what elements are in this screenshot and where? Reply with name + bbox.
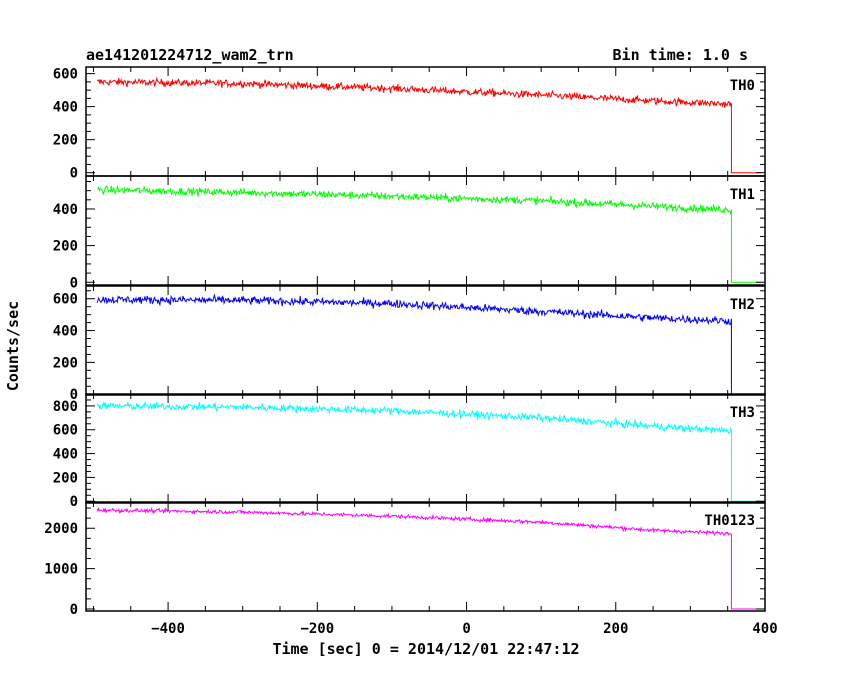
- panel-th0: 0 200 400 600 TH0: [53, 66, 766, 182]
- x-tick-label: 200: [603, 621, 628, 637]
- y-tick-label: 1000: [44, 562, 78, 578]
- panel-label-th1: TH1: [730, 187, 755, 203]
- y-tick-label: 600: [53, 423, 78, 439]
- x-tick-label: −400: [151, 621, 185, 637]
- panel-frame: [85, 285, 766, 396]
- y-tick-label: 400: [53, 100, 78, 116]
- panel-frame: [85, 175, 766, 286]
- panel-th2: 0 200 400 600 TH2: [53, 285, 766, 403]
- panel-th3: 0 200 400 600 800 TH3: [53, 393, 766, 510]
- y-tick-label: 2000: [44, 521, 78, 537]
- y-tick-label: 600: [53, 67, 78, 83]
- series-line-th3: [96, 400, 762, 502]
- series-line-th2: [96, 293, 762, 395]
- x-tick-label: 0: [462, 621, 470, 637]
- y-tick-label: 400: [53, 324, 78, 340]
- panel-frame: [85, 393, 766, 504]
- panel-label-th0: TH0: [730, 78, 755, 94]
- y-tick-label: 200: [53, 470, 78, 486]
- series-line-th0123: [96, 506, 762, 610]
- x-axis-label: Time [sec] 0 = 2014/12/01 22:47:12: [272, 640, 579, 658]
- panel-label-th3: TH3: [730, 405, 755, 421]
- panel-th1: 0 200 400 TH1: [53, 175, 766, 291]
- y-tick-label: 200: [53, 239, 78, 255]
- y-tick-label: 0: [70, 602, 78, 618]
- y-tick-label: 800: [53, 399, 78, 415]
- panel-frame: [85, 501, 766, 612]
- series-line-th1: [97, 184, 762, 283]
- y-tick-label: 0: [70, 494, 78, 510]
- series-line-th0: [96, 76, 762, 174]
- y-tick-label: 0: [70, 387, 78, 403]
- x-tick-label: −200: [300, 621, 334, 637]
- x-tick-label: 400: [752, 621, 777, 637]
- y-tick-label: 400: [53, 202, 78, 218]
- y-tick-label: 0: [70, 275, 78, 291]
- panel-th0123: 0 1000 2000 TH0123: [44, 501, 766, 618]
- panel-label-th0123: TH0123: [704, 513, 755, 529]
- bin-time-label: Bin time: 1.0 s: [613, 46, 748, 64]
- panel-label-th2: TH2: [730, 297, 755, 313]
- y-tick-label: 400: [53, 447, 78, 463]
- y-axis-label: Counts/sec: [4, 301, 22, 391]
- y-tick-label: 200: [53, 133, 78, 149]
- panels-group: 0 200 400 600 TH0 0 200 400 TH1 0 200 400 600 TH2 0 200…: [44, 66, 778, 637]
- y-tick-label: 600: [53, 292, 78, 308]
- y-tick-label: 0: [70, 166, 78, 182]
- chart-title: ae141201224712_wam2_trn: [86, 46, 294, 64]
- y-tick-label: 200: [53, 355, 78, 371]
